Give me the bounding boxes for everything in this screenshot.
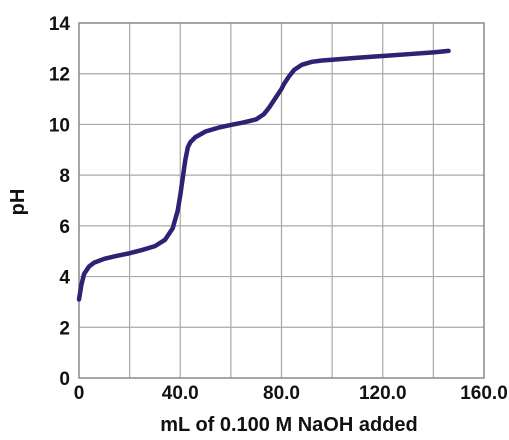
- y-tick-label: 2: [59, 318, 70, 339]
- y-tick-label: 10: [49, 115, 70, 136]
- y-axis-title: pH: [7, 189, 29, 216]
- plot-border: [78, 22, 485, 379]
- series-group: [76, 48, 451, 302]
- x-tick-label: 160.0: [460, 383, 508, 404]
- y-tick-label: 12: [49, 65, 70, 86]
- x-axis-title: mL of 0.100 M NaOH added: [160, 414, 417, 436]
- y-tick-label: 6: [59, 217, 70, 238]
- x-tick-label: 40.0: [162, 383, 199, 404]
- x-axis-ticks: 0 40.0 80.0 120.0 160.0: [74, 383, 508, 404]
- y-tick-label: 4: [59, 268, 70, 289]
- series-line-1: [76, 48, 451, 302]
- grid: [79, 23, 484, 378]
- x-tick-label: 120.0: [359, 383, 407, 404]
- y-axis-ticks: 0 2 4 6 8 10 12 14: [49, 14, 71, 390]
- y-tick-label: 14: [49, 14, 71, 35]
- plot-frame: [78, 22, 485, 379]
- y-tick-label: 8: [59, 166, 70, 187]
- y-tick-label: 0: [59, 369, 70, 390]
- x-tick-label: 0: [74, 383, 85, 404]
- x-tick-label: 80.0: [263, 383, 300, 404]
